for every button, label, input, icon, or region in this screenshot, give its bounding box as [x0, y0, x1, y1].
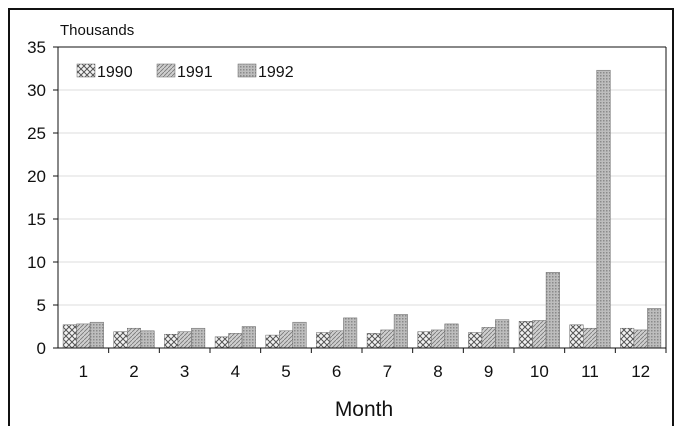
bar-1992-1 [89, 321, 104, 349]
y-tick-label: 10 [27, 253, 46, 272]
legend-label-1992: 1992 [258, 64, 294, 81]
bar-1992-7 [393, 314, 408, 349]
bar-1991-8 [431, 329, 445, 349]
bar-1991-2 [127, 327, 141, 349]
bar-1990-9 [468, 332, 483, 349]
bar-1991-4 [228, 333, 243, 349]
bar-1992-11 [596, 69, 611, 349]
legend-swatch-1990 [76, 63, 96, 78]
bars [62, 69, 662, 349]
bar-1991-1 [76, 323, 91, 349]
bar-1991-3 [177, 331, 192, 349]
y-tick-label: 5 [37, 296, 46, 315]
bar-1990-10 [518, 321, 533, 349]
chart-frame [8, 8, 674, 426]
x-tick-label: 1 [79, 362, 88, 381]
bar-1992-4 [241, 326, 256, 349]
bar-1990-11 [569, 324, 584, 349]
x-axis-title: Month [335, 398, 393, 421]
gridlines [58, 46, 666, 306]
bar-1990-5 [265, 334, 280, 349]
x-tick-label: 3 [180, 362, 189, 381]
bar-1992-10 [545, 272, 560, 349]
legend-swatch-1991 [156, 63, 176, 78]
bar-1990-6 [316, 332, 331, 349]
bar-1990-1 [62, 324, 77, 349]
bar-1991-5 [279, 330, 293, 349]
bar-1992-6 [343, 317, 358, 349]
y-tick-label: 20 [27, 167, 46, 186]
x-tick-label: 4 [231, 362, 240, 381]
bar-1990-4 [214, 336, 229, 349]
bar-1992-3 [191, 327, 206, 349]
y-tick-label: 0 [37, 339, 46, 358]
legend-swatch-1992 [237, 63, 257, 78]
y-tick-label: 15 [27, 210, 46, 229]
bar-1990-2 [113, 331, 128, 349]
bar-1992-12 [647, 308, 662, 349]
x-tick-label: 2 [129, 362, 138, 381]
bar-1991-12 [633, 329, 648, 349]
x-tick-label: 7 [383, 362, 392, 381]
bar-1990-12 [620, 327, 635, 349]
x-tick-label: 10 [530, 362, 549, 381]
bar-1990-7 [366, 333, 381, 349]
bar-1991-10 [532, 320, 547, 349]
bar-1991-11 [583, 327, 597, 349]
x-tick-label: 9 [484, 362, 493, 381]
bar-1991-7 [380, 329, 395, 349]
legend-label-1991: 1991 [177, 64, 213, 81]
bar-1990-8 [417, 331, 432, 349]
bar-1992-8 [444, 323, 459, 349]
bar-1992-2 [140, 330, 155, 349]
y-axis-ticks: 0 5 10 15 20 25 30 35 [27, 38, 58, 358]
bar-1992-5 [292, 321, 307, 349]
bar-1991-6 [329, 330, 344, 349]
x-tick-label: 8 [433, 362, 442, 381]
bar-1990-3 [164, 333, 179, 349]
y-unit-label: Thousands [60, 22, 134, 39]
bar-1991-9 [481, 327, 496, 349]
y-tick-label: 30 [27, 81, 46, 100]
x-axis-ticks: 1 2 3 4 5 6 7 8 9 10 11 12 [79, 348, 667, 381]
legend: 1990 1991 1992 [76, 63, 294, 81]
bar-1992-9 [495, 319, 510, 349]
y-tick-label: 35 [27, 38, 46, 57]
x-tick-label: 12 [631, 362, 650, 381]
legend-label-1990: 1990 [97, 64, 133, 81]
y-tick-label: 25 [27, 124, 46, 143]
x-tick-label: 11 [581, 362, 599, 381]
x-tick-label: 5 [281, 362, 290, 381]
x-tick-label: 6 [332, 362, 341, 381]
